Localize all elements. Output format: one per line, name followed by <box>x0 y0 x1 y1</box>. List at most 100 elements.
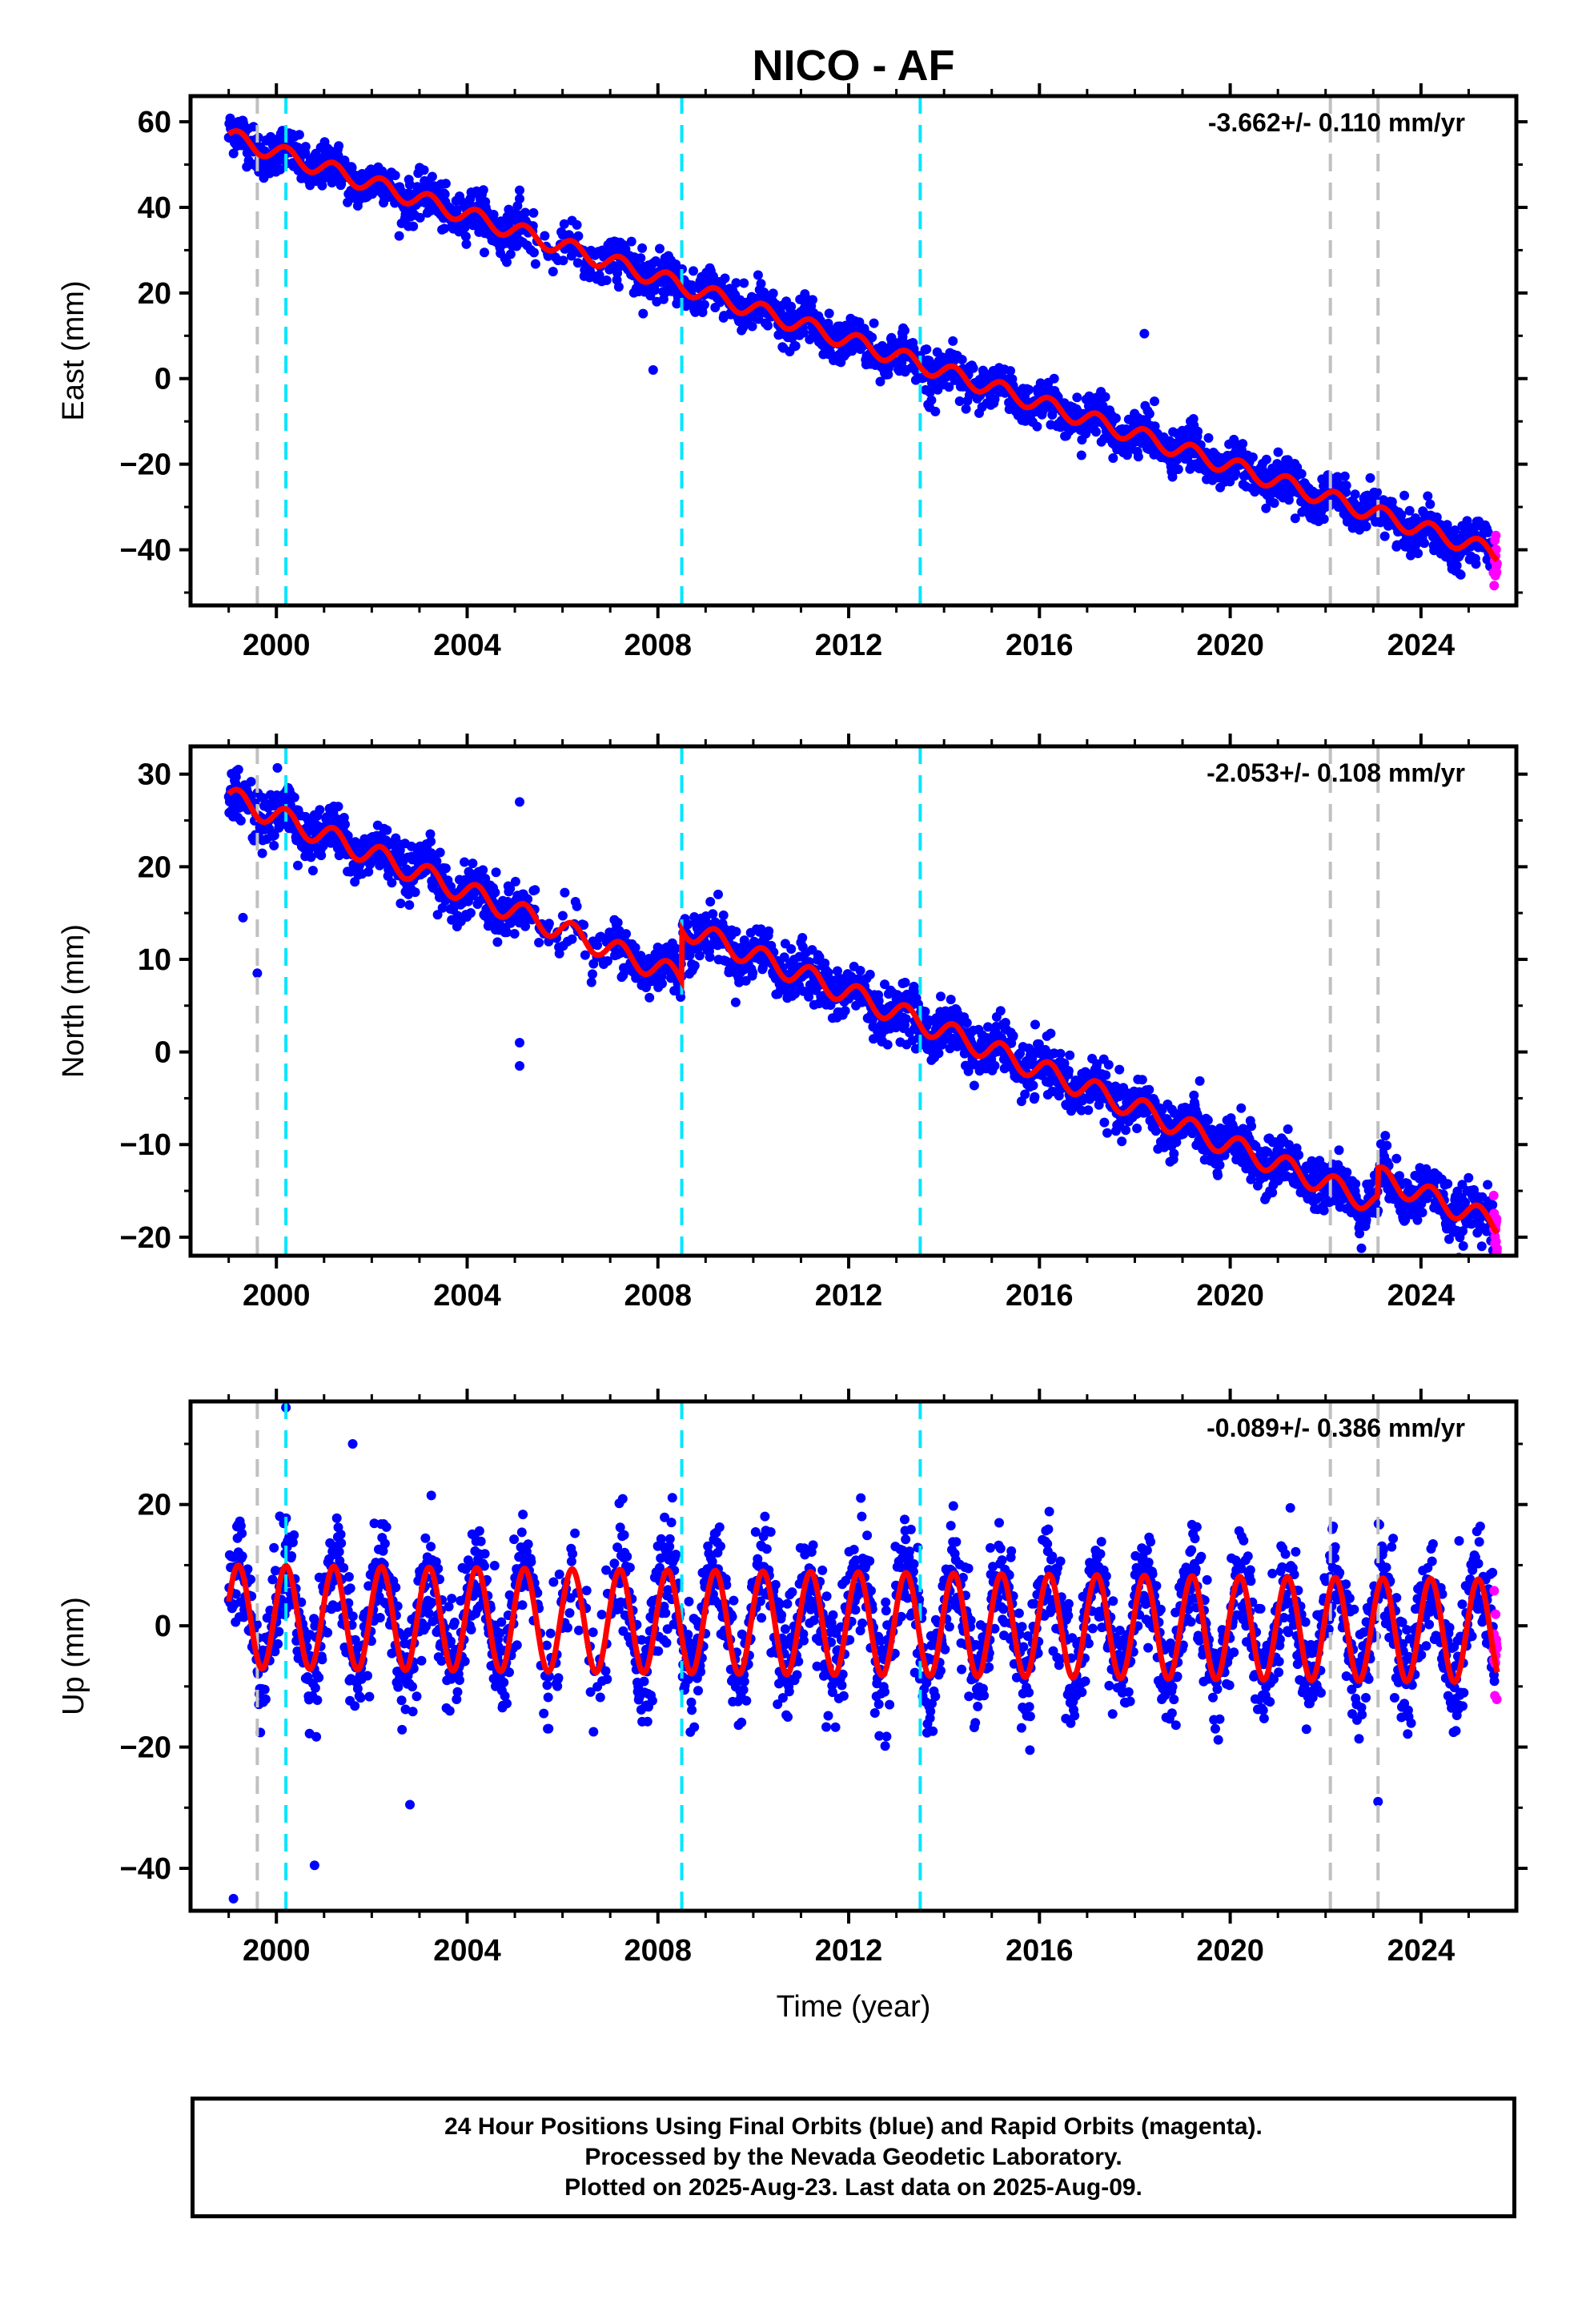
data-point <box>480 874 491 884</box>
data-point <box>492 937 503 947</box>
data-point <box>1144 408 1154 419</box>
data-point <box>396 899 406 909</box>
data-point <box>1091 427 1101 437</box>
data-point <box>840 1006 850 1016</box>
data-point <box>440 179 451 189</box>
data-point <box>544 936 554 947</box>
data-point <box>990 1060 1000 1071</box>
data-point <box>557 911 568 921</box>
data-point <box>269 840 279 850</box>
data-point <box>1238 439 1248 449</box>
x-tick-label: 2008 <box>624 629 692 662</box>
data-point <box>560 887 570 898</box>
data-point <box>1283 495 1294 505</box>
data-point <box>408 221 419 231</box>
data-point <box>1395 1171 1404 1181</box>
data-point <box>880 979 889 990</box>
data-point <box>426 836 436 846</box>
data-point <box>753 270 763 280</box>
data-point <box>530 259 540 269</box>
y-tick-label: −20 <box>120 448 171 482</box>
data-point <box>410 887 420 898</box>
data-point <box>490 887 500 898</box>
data-point <box>401 864 412 875</box>
data-point <box>787 333 797 344</box>
data-point <box>946 995 956 1005</box>
data-point <box>602 956 612 966</box>
data-point <box>440 223 450 234</box>
data-point <box>1400 1215 1411 1225</box>
data-point <box>1171 1137 1182 1148</box>
data-point <box>404 179 415 190</box>
data-point <box>548 267 558 277</box>
data-point <box>655 243 665 254</box>
data-point <box>1028 1080 1038 1091</box>
outlier-point <box>648 365 658 376</box>
data-point <box>316 850 327 861</box>
data-point <box>1419 538 1429 549</box>
data-point <box>257 848 267 858</box>
data-point <box>534 938 544 947</box>
data-point <box>1356 1243 1367 1253</box>
outlier-point <box>515 194 525 204</box>
y-tick-label: 0 <box>155 363 171 396</box>
data-point <box>657 979 667 989</box>
data-point <box>1334 1145 1344 1156</box>
data-point <box>225 113 235 123</box>
data-point <box>432 856 442 866</box>
outlier-point <box>1139 328 1150 339</box>
data-point <box>626 236 636 247</box>
data-point <box>1396 510 1407 520</box>
data-point <box>1351 1179 1361 1189</box>
data-point <box>415 212 425 223</box>
data-point <box>697 308 708 317</box>
data-point <box>901 1014 911 1024</box>
data-point <box>1382 1140 1392 1151</box>
data-point <box>1372 487 1382 497</box>
data-point <box>1055 1048 1066 1059</box>
data-point <box>419 165 429 175</box>
data-point <box>1417 1208 1427 1218</box>
data-point <box>1431 512 1442 522</box>
data-point <box>1108 453 1118 463</box>
data-point <box>592 940 603 951</box>
data-point <box>694 951 705 961</box>
data-point <box>621 929 631 939</box>
data-point <box>768 288 778 299</box>
y-tick-label: 40 <box>138 191 171 225</box>
data-point <box>920 1007 930 1017</box>
data-point <box>1132 1124 1142 1133</box>
data-point <box>601 275 612 285</box>
x-tick-label: 2024 <box>1387 629 1456 662</box>
data-point <box>763 320 773 331</box>
data-point <box>333 802 343 812</box>
data-point <box>968 363 978 373</box>
data-point <box>731 278 741 288</box>
data-point <box>228 148 239 159</box>
data-point <box>394 231 404 241</box>
data-point <box>764 926 774 936</box>
data-point <box>1137 1075 1147 1085</box>
data-point <box>1379 531 1390 541</box>
x-tick-label: 2020 <box>1196 629 1264 662</box>
data-point <box>1083 1105 1094 1116</box>
data-point <box>530 885 540 895</box>
data-point <box>630 943 640 953</box>
data-point <box>720 273 730 283</box>
data-point <box>1462 516 1472 526</box>
data-point <box>869 1034 878 1044</box>
data-point <box>572 901 582 911</box>
y-tick-label: −40 <box>120 534 171 568</box>
data-point <box>990 394 1000 404</box>
data-point <box>833 966 842 976</box>
data-point <box>1247 452 1258 462</box>
data-point <box>882 1039 893 1050</box>
data-point <box>1247 1121 1257 1132</box>
data-point <box>233 765 243 774</box>
outlier-point <box>515 185 525 195</box>
data-point <box>1269 498 1279 509</box>
data-point <box>1024 384 1034 395</box>
data-point <box>425 829 436 839</box>
data-point <box>739 278 749 288</box>
data-point <box>948 336 958 346</box>
